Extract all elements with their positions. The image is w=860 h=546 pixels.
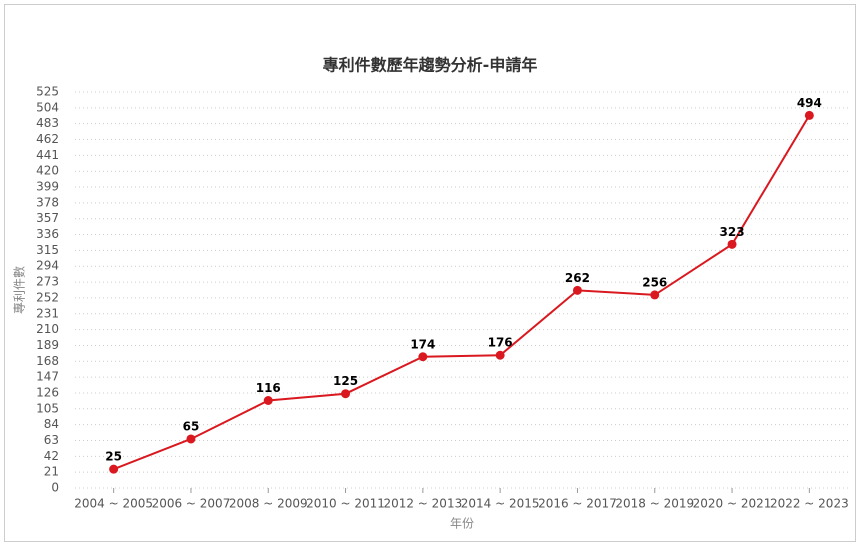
y-tick-label: 168 <box>36 354 59 368</box>
y-tick-label: 483 <box>36 116 59 130</box>
point <box>109 464 119 474</box>
y-tick-label: 231 <box>36 306 59 320</box>
value-label: 256 <box>642 275 667 289</box>
value-label: 174 <box>410 337 435 351</box>
y-tick-label: 357 <box>36 211 59 225</box>
y-tick-label: 273 <box>36 275 59 289</box>
point <box>341 389 351 399</box>
x-tick-label: 2004 ~ 2005 <box>74 497 153 511</box>
y-tick-label: 378 <box>36 195 59 209</box>
point <box>495 350 505 360</box>
x-axis-label: 年份 <box>450 517 474 531</box>
value-label: 323 <box>720 225 745 239</box>
y-tick-label: 63 <box>44 433 59 447</box>
x-tick-label: 2022 ~ 2023 <box>770 497 849 511</box>
x-tick-label: 2008 ~ 2009 <box>229 497 308 511</box>
y-tick-label: 0 <box>51 481 59 495</box>
y-tick-label: 294 <box>36 259 59 273</box>
point <box>186 434 196 444</box>
y-tick-label: 399 <box>36 180 59 194</box>
point <box>650 290 660 300</box>
y-tick-label: 252 <box>36 290 59 304</box>
value-label: 116 <box>256 381 281 395</box>
x-tick-label: 2014 ~ 2015 <box>461 497 540 511</box>
point <box>572 285 582 295</box>
y-tick-label: 315 <box>36 243 59 257</box>
value-label: 25 <box>105 450 122 464</box>
y-tick-label: 189 <box>36 338 59 352</box>
chart-title: 專利件數歷年趨勢分析-申請年 <box>323 56 538 75</box>
x-tick-label: 2012 ~ 2013 <box>383 497 462 511</box>
x-tick-label: 2006 ~ 2007 <box>152 497 231 511</box>
point <box>804 110 814 120</box>
point <box>727 239 737 249</box>
y-tick-label: 42 <box>44 449 59 463</box>
point <box>418 352 428 362</box>
y-tick-label: 504 <box>36 100 59 114</box>
y-tick-label: 210 <box>36 322 59 336</box>
y-axis-label: 專利件數 <box>13 266 27 314</box>
value-label: 176 <box>488 336 513 350</box>
x-tick-label: 2020 ~ 2021 <box>693 497 772 511</box>
value-label: 262 <box>565 271 590 285</box>
y-tick-label: 84 <box>44 417 59 431</box>
y-tick-label: 462 <box>36 132 59 146</box>
y-tick-label: 126 <box>36 385 59 399</box>
x-tick-label: 2016 ~ 2017 <box>538 497 617 511</box>
y-tick-label: 21 <box>44 465 59 479</box>
point <box>263 396 273 406</box>
value-label: 494 <box>797 96 822 110</box>
x-tick-label: 2010 ~ 2011 <box>306 497 385 511</box>
y-tick-label: 336 <box>36 227 59 241</box>
y-tick-label: 147 <box>36 370 59 384</box>
chart-frame <box>4 4 856 542</box>
y-tick-label: 525 <box>36 85 59 99</box>
line <box>113 114 811 471</box>
y-tick-label: 420 <box>36 164 59 178</box>
value-label: 65 <box>183 419 200 433</box>
x-tick-label: 2018 ~ 2019 <box>615 497 694 511</box>
y-tick-label: 441 <box>36 148 59 162</box>
value-label: 125 <box>333 374 358 388</box>
y-tick-label: 105 <box>36 401 59 415</box>
